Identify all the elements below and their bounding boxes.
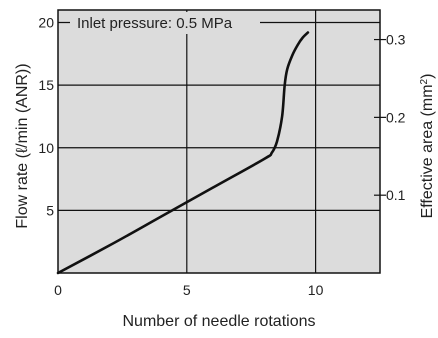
- y-axis-title: Flow rate (ℓ/min (ANR)): [14, 63, 31, 228]
- y2-axis-title-main: Effective area (mm: [419, 84, 436, 218]
- inlet-pressure-annotation: Inlet pressure: 0.5 MPa: [77, 15, 233, 32]
- y-tick-label: 5: [46, 202, 54, 218]
- y2-tick-labels: 0.1 0.2 0.3: [386, 32, 406, 204]
- y2-axis-title-end: ): [419, 74, 436, 79]
- y2-axis-title-sup: 2: [419, 78, 430, 84]
- y-tick-label: 15: [38, 77, 54, 93]
- x-tick-label: 5: [183, 282, 191, 298]
- y2-tick-label: 0.1: [386, 187, 406, 203]
- y2-tick-label: 0.2: [386, 109, 406, 125]
- flow-rate-line: [56, 31, 310, 275]
- y-tick-label: 20: [38, 15, 54, 31]
- plot-background: [57, 9, 381, 274]
- x-tick-labels: 0 5 10: [54, 282, 323, 298]
- y-tick-label: 10: [38, 140, 54, 156]
- x-tick-label: 10: [308, 282, 324, 298]
- y2-tick-label: 0.3: [386, 32, 406, 48]
- y-tick-labels: 5 10 15 20: [38, 15, 54, 219]
- y2-axis-title: Effective area (mm2): [419, 74, 437, 219]
- x-axis-title: Number of needle rotations: [123, 313, 316, 330]
- tick-marks: [374, 38, 386, 196]
- annotation-background: [70, 12, 260, 34]
- x-tick-label: 0: [54, 282, 62, 298]
